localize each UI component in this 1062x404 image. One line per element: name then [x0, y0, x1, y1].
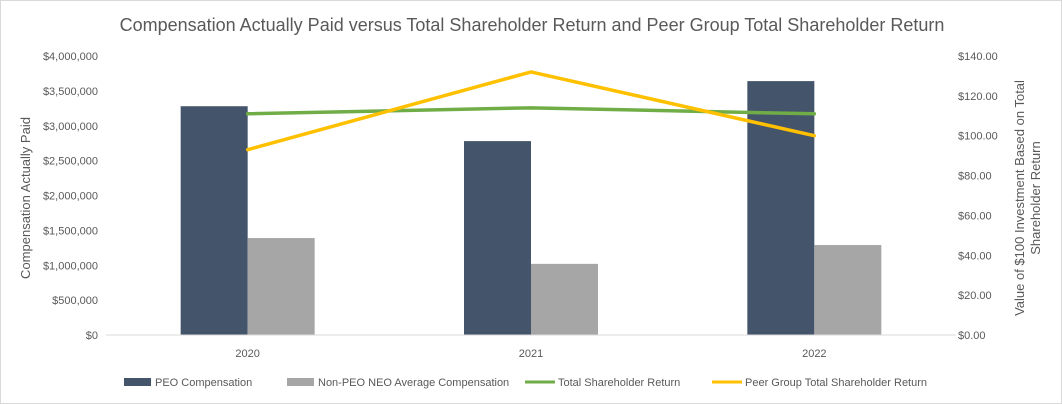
- bar-non-peo-2021: [531, 263, 598, 335]
- left-axis-label: Compensation Actually Paid: [18, 117, 33, 279]
- legend-peer-tsr-label: Peer Group Total Shareholder Return: [745, 377, 927, 389]
- left-tick-label: $0: [86, 330, 98, 342]
- legend-peo-compensation-swatch: [124, 378, 151, 386]
- right-tick-label: $60.00: [958, 210, 992, 222]
- legend-peo-compensation-label: PEO Compensation: [155, 377, 252, 389]
- left-tick-label: $1,500,000: [43, 225, 98, 237]
- right-tick-label: $140.00: [958, 51, 998, 63]
- x-tick-label-2020: 2020: [235, 348, 259, 360]
- right-tick-label: $100.00: [958, 131, 998, 143]
- legend-tsr-label: Total Shareholder Return: [558, 377, 680, 389]
- legend-non-peo-compensation-label: Non-PEO NEO Average Compensation: [318, 377, 509, 389]
- legend-tsr: Total Shareholder Return: [525, 377, 680, 389]
- left-tick-label: $3,000,000: [43, 121, 98, 133]
- legend-peer-tsr: Peer Group Total Shareholder Return: [712, 377, 927, 389]
- bar-peo-2020: [180, 106, 248, 335]
- bar-non-peo-2020: [247, 238, 315, 335]
- left-tick-label: $1,000,000: [43, 260, 98, 272]
- right-tick-label: $120.00: [958, 91, 998, 103]
- left-tick-label: $3,500,000: [43, 86, 98, 98]
- right-axis-ticks: $0.00 $20.00 $40.00 $60.00 $80.00 $100.00 $120…: [958, 51, 998, 342]
- x-tick-label-2022: 2022: [802, 348, 826, 360]
- left-axis-ticks: $0 $500,000 $1,000,000 $1,500,000 $2,000,000…: [43, 51, 98, 342]
- bar-non-peo-2022: [814, 245, 882, 335]
- x-axis-ticks: 2020 2021 2022: [235, 348, 826, 360]
- left-tick-label: $4,000,000: [43, 51, 98, 63]
- legend-peo-compensation: PEO Compensation: [124, 377, 252, 389]
- line-layer: [245, 70, 817, 152]
- right-axis-label-line-1: Value of $100 Investment Based on Total: [1012, 80, 1027, 316]
- right-tick-label: $0.00: [958, 330, 986, 342]
- legend-non-peo-compensation-swatch: [287, 378, 314, 386]
- left-tick-label: $2,500,000: [43, 156, 98, 168]
- legend-non-peo-compensation: Non-PEO NEO Average Compensation: [287, 377, 509, 389]
- peer-tsr-line: [245, 70, 817, 152]
- right-tick-label: $80.00: [958, 171, 992, 183]
- bar-layer: [180, 81, 882, 335]
- bar-peo-2022: [747, 81, 815, 335]
- right-tick-label: $20.00: [958, 290, 992, 302]
- chart-title: Compensation Actually Paid versus Total …: [120, 15, 945, 35]
- left-tick-label: $500,000: [52, 295, 98, 307]
- bar-peo-2021: [464, 141, 531, 335]
- chart-legend: PEO Compensation Non-PEO NEO Average Comp…: [124, 377, 927, 389]
- left-tick-label: $2,000,000: [43, 191, 98, 203]
- tsr-line: [245, 106, 817, 116]
- x-tick-label-2021: 2021: [519, 348, 543, 360]
- right-tick-label: $40.00: [958, 250, 992, 262]
- right-axis-label-line-2: Shareholder Return: [1028, 141, 1043, 254]
